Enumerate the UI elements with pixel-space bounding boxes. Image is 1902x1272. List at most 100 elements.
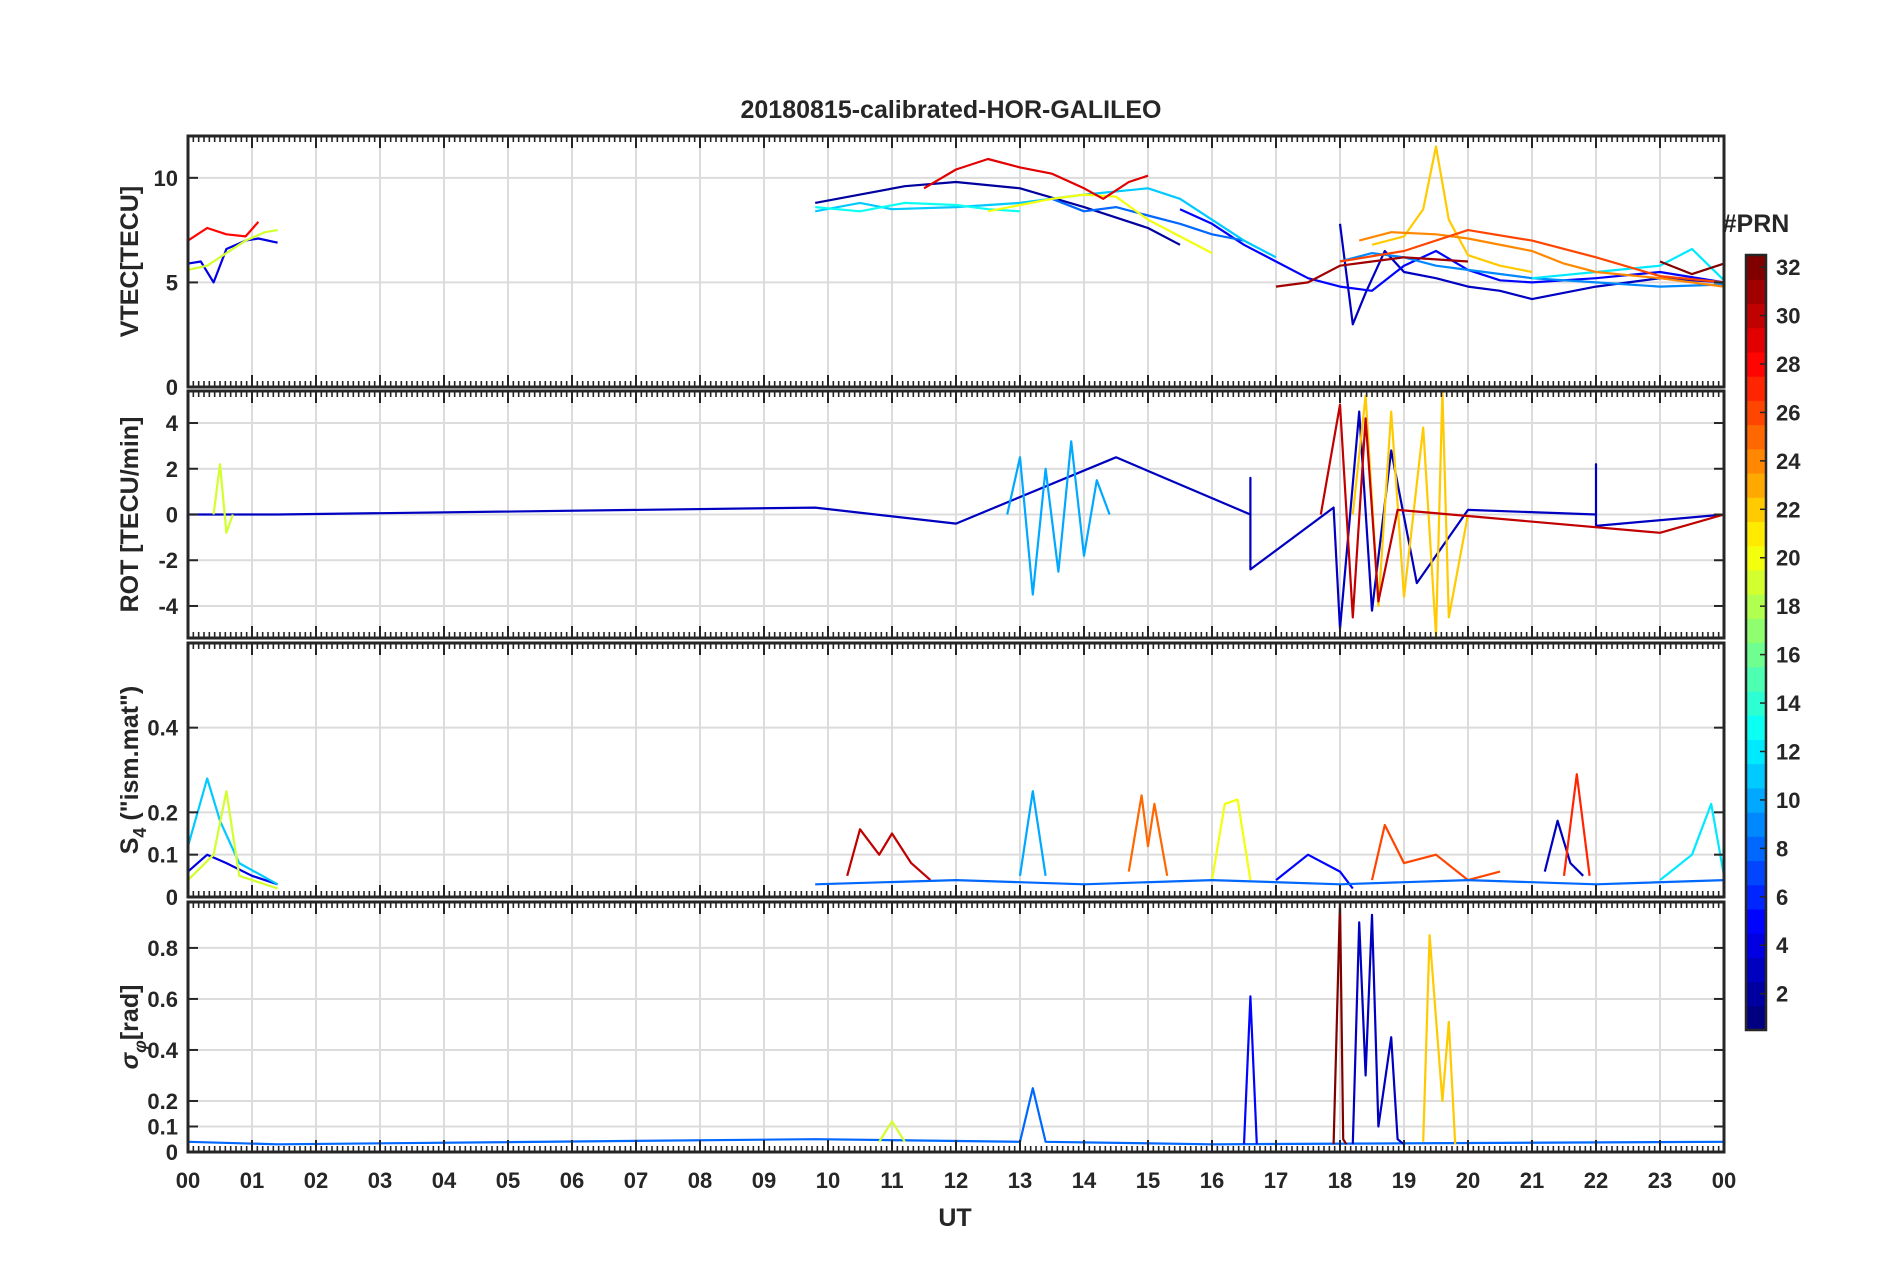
series-prn-10 xyxy=(1018,790,1047,876)
series-prn-2 xyxy=(814,180,1181,246)
x-tick-label: 20 xyxy=(1456,1168,1480,1193)
series-prn-8 xyxy=(815,878,1724,886)
colorbar-tick-label: 12 xyxy=(1776,739,1800,764)
axes-frame xyxy=(186,900,1726,1154)
colorbar-band xyxy=(1746,981,1766,1007)
y-tick-label: 0.4 xyxy=(147,716,178,741)
colorbar-tick-label: 24 xyxy=(1776,449,1801,474)
series-prn-8 xyxy=(1051,197,1245,242)
colorbar-tick-label: 22 xyxy=(1776,497,1800,522)
colorbar-band xyxy=(1746,884,1766,910)
x-axis-label: UT xyxy=(938,1204,971,1232)
colorbar-band xyxy=(1746,594,1766,619)
colorbar-tick-label: 10 xyxy=(1776,788,1800,813)
colorbar-tick-label: 6 xyxy=(1776,885,1788,910)
series-prn-30 xyxy=(846,828,932,881)
series-prn-32 xyxy=(1659,260,1724,276)
series-prn-26 xyxy=(1370,823,1501,882)
colorbar-tick-label: 28 xyxy=(1776,352,1800,377)
series-prn-20 xyxy=(1210,798,1252,881)
x-tick-label: 19 xyxy=(1392,1168,1416,1193)
y-tick-label: 0 xyxy=(166,503,178,528)
colorbar-band xyxy=(1746,521,1766,547)
series-prn-25 xyxy=(1127,794,1169,876)
series-prn-5 xyxy=(1242,995,1258,1145)
colorbar-band xyxy=(1746,908,1766,934)
colorbar-band xyxy=(1746,666,1766,692)
colorbar-frame xyxy=(1744,253,1768,1032)
x-tick-label: 17 xyxy=(1264,1168,1288,1193)
series-prn-31 xyxy=(1275,256,1469,288)
series-prn-4 xyxy=(188,853,278,886)
y-axis-label: VTEC[TECU] xyxy=(116,186,144,337)
series-prn-30 xyxy=(1319,403,1724,619)
colorbar-band xyxy=(1746,1005,1766,1031)
series-group xyxy=(188,902,1724,1146)
colorbar-band xyxy=(1746,279,1766,305)
series-prn-19 xyxy=(188,229,278,271)
y-tick-label: 10 xyxy=(154,166,178,191)
y-axis-label: σφ[rad] xyxy=(116,985,150,1070)
colorbar-tick-label: 20 xyxy=(1776,546,1800,571)
y-tick-label: 0.2 xyxy=(147,800,178,825)
series-prn-4 xyxy=(188,237,278,284)
series-prn-12 xyxy=(1659,802,1724,881)
colorbar-band xyxy=(1746,472,1766,498)
x-tick-label: 18 xyxy=(1328,1168,1352,1193)
panel-rot: -4 -2 0 2 4 ROT [TECU/min] xyxy=(116,389,1726,640)
colorbar-band xyxy=(1746,836,1766,862)
y-tick-label: 2 xyxy=(166,457,178,482)
y-tick-label: 0.8 xyxy=(147,936,178,961)
x-tick-label: 21 xyxy=(1520,1168,1544,1193)
y-tick-label: 0 xyxy=(166,375,178,400)
series-prn-8 xyxy=(188,1087,1724,1146)
colorbar-band xyxy=(1746,424,1766,450)
y-tick-label: 0.2 xyxy=(147,1089,178,1114)
series-prn-32 xyxy=(1332,902,1348,1145)
series-prn-20 xyxy=(987,193,1213,255)
y-tick-label: 0.1 xyxy=(147,843,178,868)
x-tick-label: 13 xyxy=(1008,1168,1032,1193)
y-tick-label: 5 xyxy=(166,270,178,295)
colorbar-band xyxy=(1746,545,1766,571)
y-axis-label: ROT [TECU/min] xyxy=(116,417,144,613)
colorbar-band xyxy=(1746,690,1766,716)
colorbar-band xyxy=(1746,933,1766,958)
y-axis-label: S4 ("ism.mat") xyxy=(116,686,150,855)
series-prn-29 xyxy=(923,157,1149,200)
x-tick-label: 09 xyxy=(752,1168,776,1193)
series-prn-3 xyxy=(1543,819,1584,877)
x-tick-label: 00 xyxy=(1712,1168,1736,1193)
panel-vtec: 0 5 10 VTEC[TECU] xyxy=(116,134,1726,400)
colorbar-label: #PRN xyxy=(1723,210,1790,238)
y-tick-label: 4 xyxy=(166,411,179,436)
colorbar-band xyxy=(1746,812,1766,837)
x-tick-label: 06 xyxy=(560,1168,584,1193)
colorbar-tick-label: 8 xyxy=(1776,836,1788,861)
colorbar-band xyxy=(1746,739,1766,765)
x-tick-label: 08 xyxy=(688,1168,712,1193)
colorbar-band xyxy=(1746,327,1766,353)
colorbar-tick-label: 26 xyxy=(1776,400,1800,425)
x-tick-label: 05 xyxy=(496,1168,520,1193)
x-tick-label: 04 xyxy=(432,1168,457,1193)
y-tick-label: 0 xyxy=(166,1140,178,1165)
axes-frame xyxy=(186,389,1726,640)
colorbar-band xyxy=(1746,787,1766,813)
series-prn-27 xyxy=(1562,773,1591,876)
y-tick-label: -4 xyxy=(158,594,178,619)
x-tick-label: 01 xyxy=(240,1168,264,1193)
colorbar-tick-label: 16 xyxy=(1776,643,1800,668)
x-tick-label: 00 xyxy=(176,1168,200,1193)
colorbar-band xyxy=(1746,376,1766,401)
axes-frame xyxy=(186,134,1726,389)
x-tick-label: 15 xyxy=(1136,1168,1160,1193)
x-tick-label: 23 xyxy=(1648,1168,1672,1193)
panel-sigphi: 00.10.2 0.4 0.6 0.8 σφ[rad] xyxy=(116,900,1726,1165)
x-tick-label: 07 xyxy=(624,1168,648,1193)
colorbar-tick-label: 2 xyxy=(1776,982,1788,1007)
colorbar-band xyxy=(1746,715,1766,740)
x-tick-label: 11 xyxy=(880,1168,903,1193)
